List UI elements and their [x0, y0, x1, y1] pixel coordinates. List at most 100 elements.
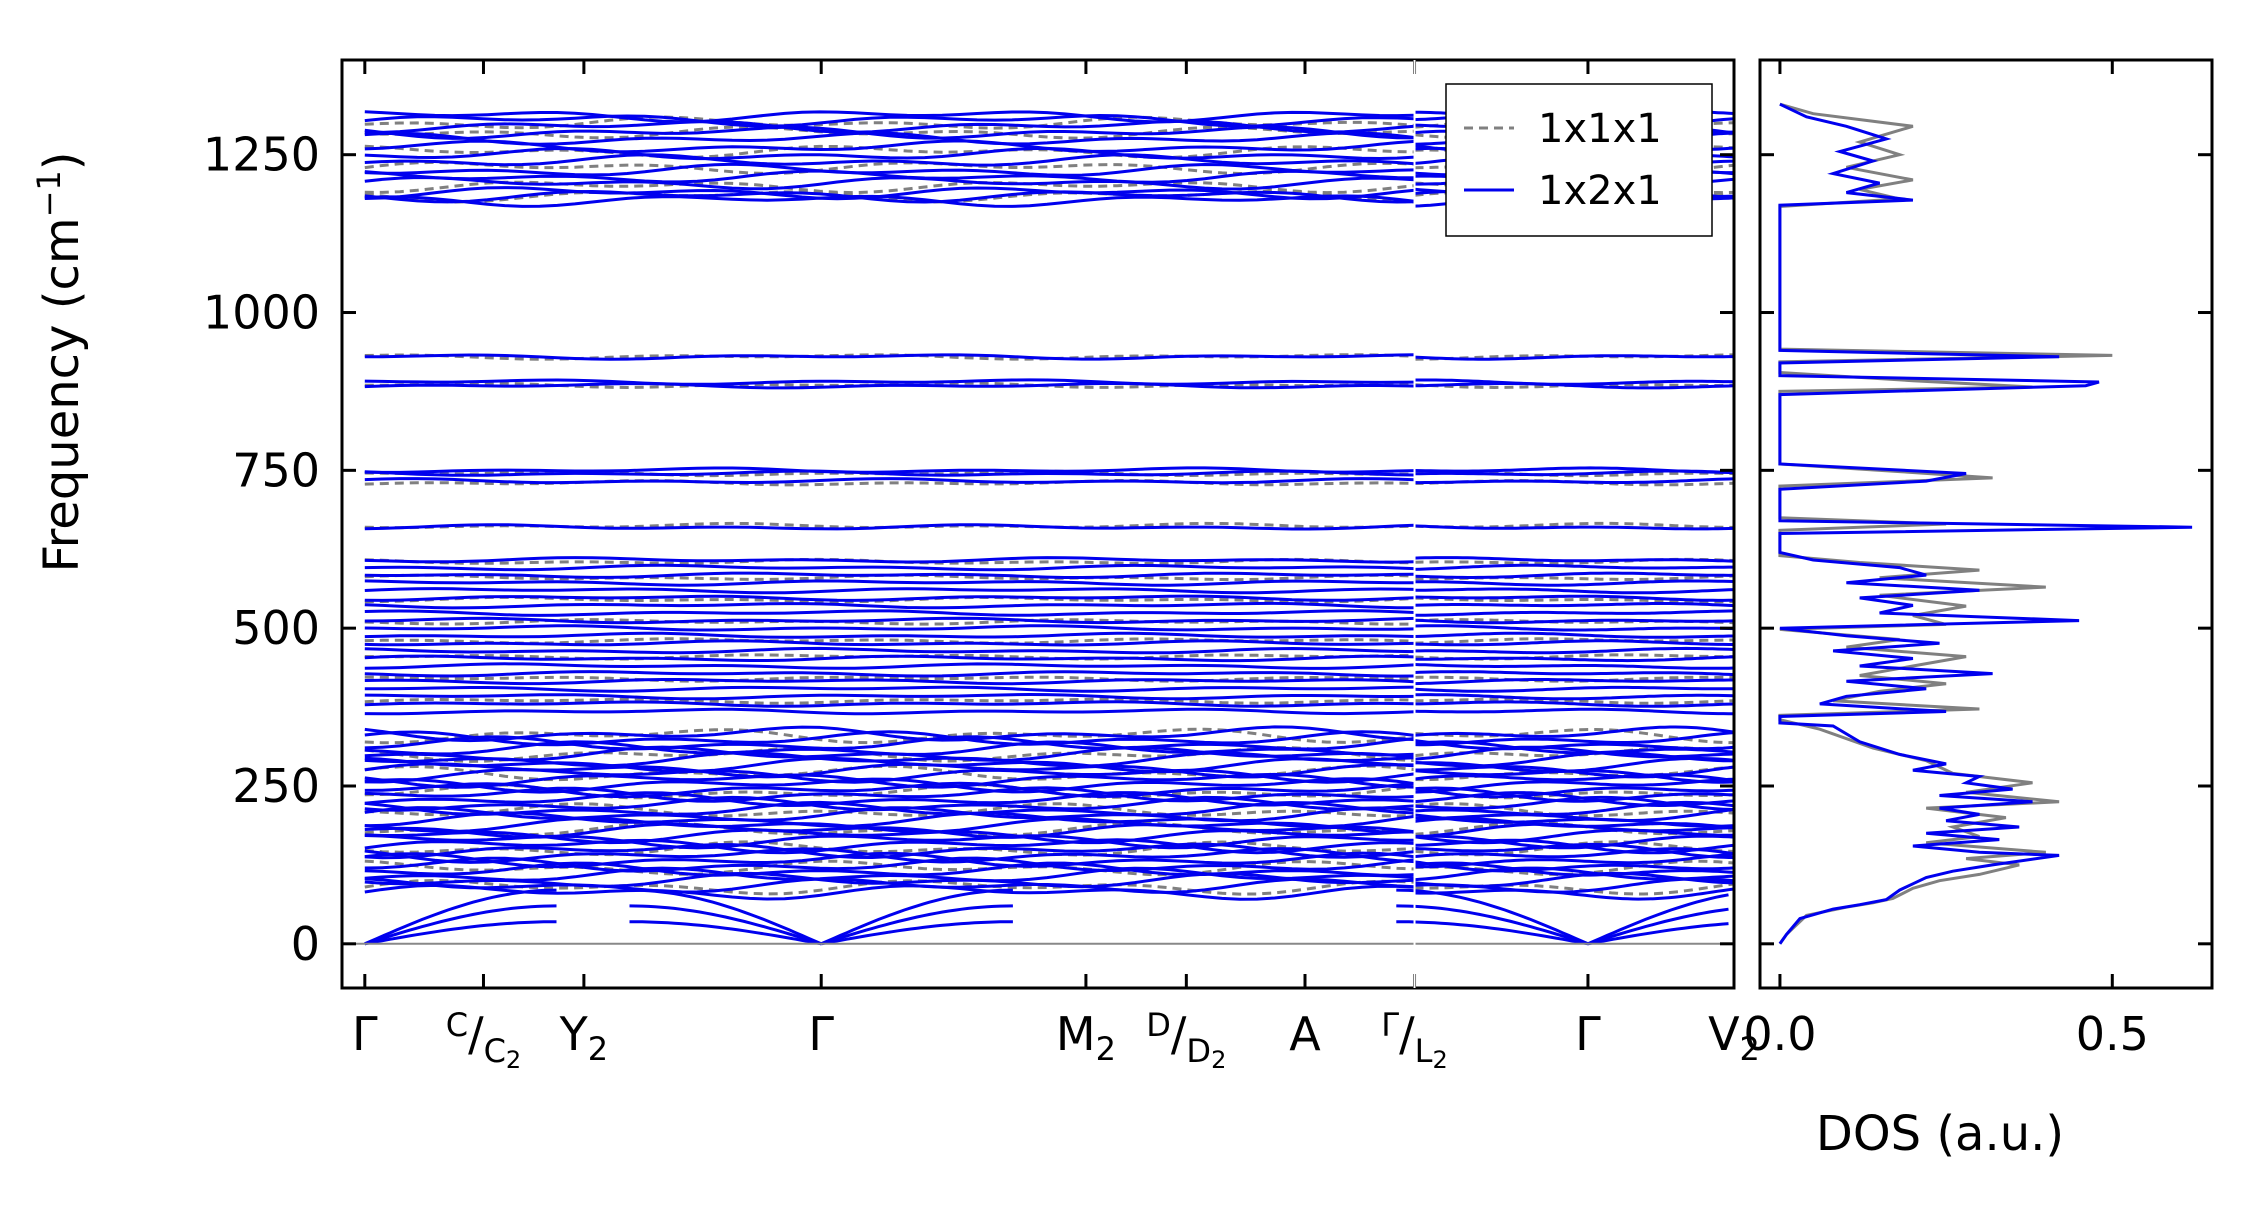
band-line	[1414, 693, 1735, 701]
x-axis-title-dos: DOS (a.u.)	[1816, 1106, 2064, 1162]
band-line	[1414, 579, 1735, 587]
band-line	[1414, 800, 1735, 817]
band-line	[364, 113, 1415, 128]
band-line	[364, 110, 1415, 124]
acoustic-branch	[629, 920, 822, 946]
band-line	[1414, 631, 1734, 639]
y-tick-label: 0	[291, 917, 320, 971]
band-line	[364, 878, 1415, 896]
band-line	[364, 477, 1415, 485]
band-line	[364, 762, 1415, 779]
k-point-label: V2	[1708, 1007, 1760, 1068]
band-line	[1414, 637, 1734, 645]
k-point-label: C/C2	[446, 1006, 521, 1074]
band-line	[364, 466, 1415, 474]
band-line	[364, 781, 1415, 799]
band-line	[1414, 739, 1735, 751]
band-line	[1414, 707, 1734, 716]
band-line	[1414, 828, 1734, 845]
acoustic-branch	[1396, 888, 1589, 946]
band-line	[1414, 675, 1735, 683]
band-line	[364, 856, 1415, 873]
band-line	[364, 654, 1415, 663]
band-line	[364, 579, 1415, 587]
band-line	[364, 842, 1415, 860]
band-line	[364, 725, 1415, 743]
band-line	[1414, 685, 1734, 693]
band-line	[1414, 678, 1734, 686]
band-line	[364, 662, 1415, 670]
acoustic-branch	[629, 888, 822, 946]
band-line	[364, 616, 1415, 625]
band-line	[1414, 563, 1734, 571]
band-line	[364, 125, 1415, 140]
band-line	[364, 563, 1415, 572]
band-line	[1414, 887, 1735, 901]
band-line	[364, 756, 1415, 774]
band-line	[364, 802, 1415, 818]
band-line	[1414, 594, 1734, 602]
acoustic-branch	[1587, 922, 1729, 946]
dos-x-tick-label: 0.0	[1743, 1007, 1816, 1061]
band-line	[1414, 571, 1735, 579]
band-line	[364, 816, 1415, 834]
band-line	[364, 624, 1415, 632]
band-line	[1414, 383, 1734, 390]
band-line	[1414, 557, 1735, 565]
legend-box	[1445, 83, 1713, 237]
y-axis-title-superscript: −1	[30, 170, 68, 217]
acoustic-branch	[1396, 904, 1589, 946]
band-line	[364, 479, 1415, 487]
acoustic-branch	[364, 904, 557, 946]
band-line	[364, 631, 1415, 639]
band-line	[1414, 655, 1735, 663]
k-point-label: Γ	[352, 1007, 378, 1061]
band-line	[1414, 731, 1735, 747]
band-line	[364, 851, 1415, 869]
y-axis-title-main: Frequency (cm	[34, 217, 90, 572]
y-tick-label: 1250	[203, 128, 320, 182]
band-line	[364, 175, 1415, 191]
k-point-label: Γ	[808, 1007, 834, 1061]
band-line	[1414, 728, 1734, 745]
band-line	[1414, 646, 1735, 655]
band-line	[1414, 821, 1735, 836]
band-line	[1414, 813, 1735, 828]
y-axis-title: Frequency (cm−1)	[30, 151, 90, 572]
series-1x2x1-bands	[364, 110, 1735, 946]
band-line	[1414, 725, 1735, 738]
band-line	[364, 186, 1415, 201]
band-line	[1414, 587, 1735, 595]
dos-plot-frame	[1758, 58, 2214, 990]
band-line	[1414, 663, 1735, 670]
band-line	[364, 381, 1415, 390]
y-tick-label: 750	[232, 443, 320, 497]
band-line	[364, 378, 1415, 386]
band-line	[1414, 466, 1734, 474]
y-tick-label: 1000	[203, 286, 320, 340]
band-line	[364, 587, 1415, 595]
band-axes: 0 250 500 750 1000 1250 Γ C/C2 Y2 Γ M2 D/D2 A Γ/L2 Γ V2	[203, 58, 1760, 1074]
band-line	[364, 791, 1415, 808]
k-point-label: Γ	[1575, 1007, 1601, 1061]
legend-label-1x2x1: 1x2x1	[1538, 168, 1662, 214]
k-point-label: A	[1289, 1007, 1321, 1061]
y-axis-title-suffix: )	[34, 151, 90, 170]
band-line	[364, 697, 1415, 705]
band-line	[364, 571, 1415, 579]
band-line	[364, 692, 1415, 701]
band-line	[364, 866, 1415, 883]
band-line	[364, 678, 1415, 686]
band-line	[364, 131, 1415, 146]
band-line	[1414, 378, 1735, 386]
band-line	[364, 675, 1415, 683]
dos-panel: 0.0 0.5 DOS (a.u.)	[1743, 58, 2214, 1162]
band-line	[364, 353, 1415, 361]
band-line	[1414, 847, 1735, 859]
band-line	[364, 700, 1415, 708]
band-line	[1414, 802, 1735, 818]
legend-label-1x1x1: 1x1x1	[1538, 106, 1662, 152]
band-line	[364, 609, 1415, 617]
band-line	[1414, 596, 1735, 604]
